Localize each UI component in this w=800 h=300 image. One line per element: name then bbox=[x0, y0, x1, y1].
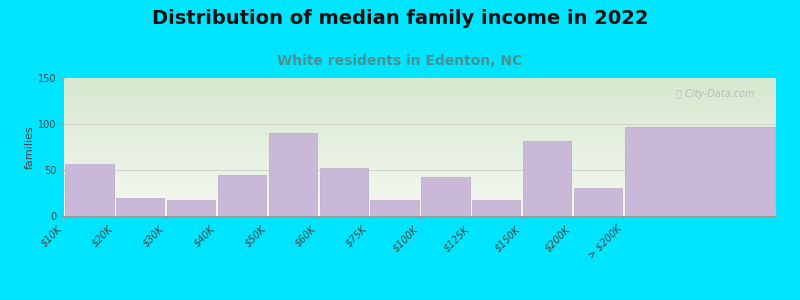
Bar bbox=[625, 127, 774, 216]
Bar bbox=[523, 142, 571, 216]
Bar bbox=[218, 175, 266, 216]
Y-axis label: families: families bbox=[25, 125, 35, 169]
Bar bbox=[66, 164, 114, 216]
Text: ⓘ City-Data.com: ⓘ City-Data.com bbox=[676, 89, 754, 99]
Bar bbox=[574, 188, 622, 216]
Bar bbox=[370, 200, 418, 216]
Bar bbox=[269, 133, 317, 216]
Bar bbox=[167, 200, 215, 216]
Bar bbox=[319, 168, 368, 216]
Text: Distribution of median family income in 2022: Distribution of median family income in … bbox=[152, 9, 648, 28]
Text: White residents in Edenton, NC: White residents in Edenton, NC bbox=[278, 54, 522, 68]
Bar bbox=[472, 200, 521, 216]
Bar bbox=[116, 198, 165, 216]
Bar bbox=[422, 177, 470, 216]
